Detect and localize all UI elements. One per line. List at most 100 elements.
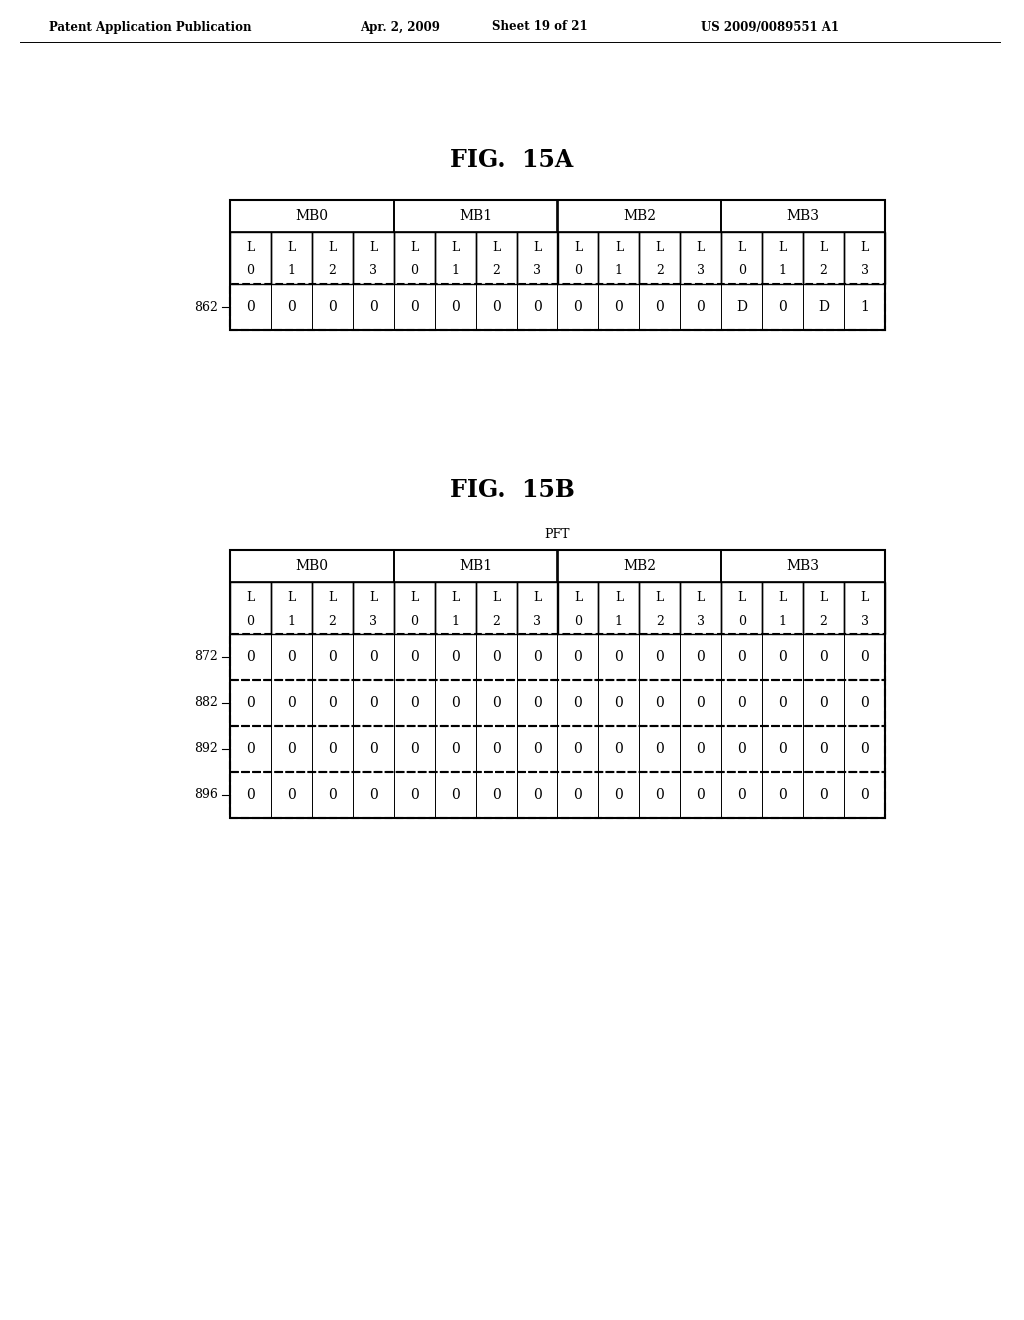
Text: MB3: MB3 [786, 209, 819, 223]
Text: MB2: MB2 [623, 558, 656, 573]
Text: 0: 0 [246, 649, 255, 664]
Text: L: L [329, 591, 337, 605]
Text: 0: 0 [410, 788, 419, 803]
Text: 0: 0 [492, 649, 501, 664]
Text: 0: 0 [614, 742, 624, 756]
Text: 0: 0 [492, 742, 501, 756]
Text: L: L [451, 242, 460, 253]
Text: 0: 0 [287, 696, 296, 710]
Text: 0: 0 [573, 788, 583, 803]
Text: L: L [573, 242, 582, 253]
Text: 1: 1 [614, 264, 623, 277]
Text: L: L [247, 242, 255, 253]
Text: 0: 0 [737, 264, 745, 277]
Text: 2: 2 [819, 615, 827, 627]
Text: 1: 1 [778, 615, 786, 627]
Text: 2: 2 [656, 264, 664, 277]
Text: 0: 0 [614, 696, 624, 710]
Text: 2: 2 [493, 264, 500, 277]
Text: 0: 0 [819, 696, 828, 710]
Text: L: L [860, 242, 868, 253]
Bar [394, 201, 557, 232]
Text: 0: 0 [778, 696, 787, 710]
Text: 896: 896 [195, 788, 218, 801]
Text: 1: 1 [778, 264, 786, 277]
Bar [230, 201, 394, 232]
Text: 0: 0 [778, 300, 787, 314]
Text: L: L [451, 591, 460, 605]
Bar [271, 232, 312, 284]
Bar [434, 582, 475, 634]
Bar [721, 582, 762, 634]
Bar [230, 634, 885, 680]
Text: MB0: MB0 [295, 209, 329, 223]
Text: 2: 2 [329, 264, 336, 277]
Bar [557, 201, 721, 232]
Bar [639, 232, 680, 284]
Bar [680, 582, 721, 634]
Text: 0: 0 [451, 788, 460, 803]
Text: L: L [696, 242, 705, 253]
Text: L: L [696, 591, 705, 605]
Text: 1: 1 [614, 615, 623, 627]
Bar [516, 582, 557, 634]
Text: L: L [860, 591, 868, 605]
Text: MB3: MB3 [786, 558, 819, 573]
Text: 0: 0 [696, 696, 706, 710]
Text: 0: 0 [369, 649, 378, 664]
Text: 0: 0 [819, 742, 828, 756]
Text: L: L [329, 242, 337, 253]
Text: US 2009/0089551 A1: US 2009/0089551 A1 [701, 21, 839, 33]
Text: 0: 0 [492, 696, 501, 710]
Bar [475, 582, 516, 634]
Text: PFT: PFT [545, 528, 570, 541]
Text: 0: 0 [287, 649, 296, 664]
Bar [803, 582, 844, 634]
Bar [721, 550, 885, 582]
Text: D: D [736, 300, 748, 314]
Bar [271, 582, 312, 634]
Text: 0: 0 [532, 696, 542, 710]
Text: 0: 0 [532, 300, 542, 314]
Text: 0: 0 [737, 615, 745, 627]
Bar [230, 772, 885, 818]
Text: FIG.  15A: FIG. 15A [451, 148, 573, 172]
Text: 2: 2 [493, 615, 500, 627]
Text: 0: 0 [655, 649, 665, 664]
Bar [312, 582, 353, 634]
Text: 0: 0 [451, 742, 460, 756]
Bar [394, 232, 434, 284]
Text: L: L [492, 242, 500, 253]
Text: 0: 0 [573, 742, 583, 756]
Bar [762, 582, 803, 634]
Text: 0: 0 [573, 696, 583, 710]
Text: 0: 0 [411, 615, 418, 627]
Text: L: L [737, 591, 745, 605]
Text: 0: 0 [860, 742, 869, 756]
Bar [598, 582, 639, 634]
Bar [394, 550, 557, 582]
Text: L: L [492, 591, 500, 605]
Text: 862: 862 [195, 301, 218, 314]
Text: 0: 0 [778, 649, 787, 664]
Text: 0: 0 [574, 264, 582, 277]
Text: 892: 892 [195, 742, 218, 755]
Text: 0: 0 [410, 742, 419, 756]
Bar [516, 232, 557, 284]
Bar [394, 582, 434, 634]
Text: Sheet 19 of 21: Sheet 19 of 21 [493, 21, 588, 33]
Text: 872: 872 [195, 651, 218, 664]
Text: 0: 0 [737, 696, 746, 710]
Text: L: L [532, 242, 541, 253]
Bar [353, 232, 394, 284]
Text: 0: 0 [492, 788, 501, 803]
Text: 0: 0 [532, 742, 542, 756]
Text: 1: 1 [288, 264, 295, 277]
Text: 3: 3 [696, 264, 705, 277]
Text: 1: 1 [288, 615, 295, 627]
Text: FIG.  15B: FIG. 15B [450, 478, 574, 502]
Text: MB0: MB0 [295, 558, 329, 573]
Text: 2: 2 [329, 615, 336, 627]
Bar [230, 550, 394, 582]
Text: 0: 0 [860, 649, 869, 664]
